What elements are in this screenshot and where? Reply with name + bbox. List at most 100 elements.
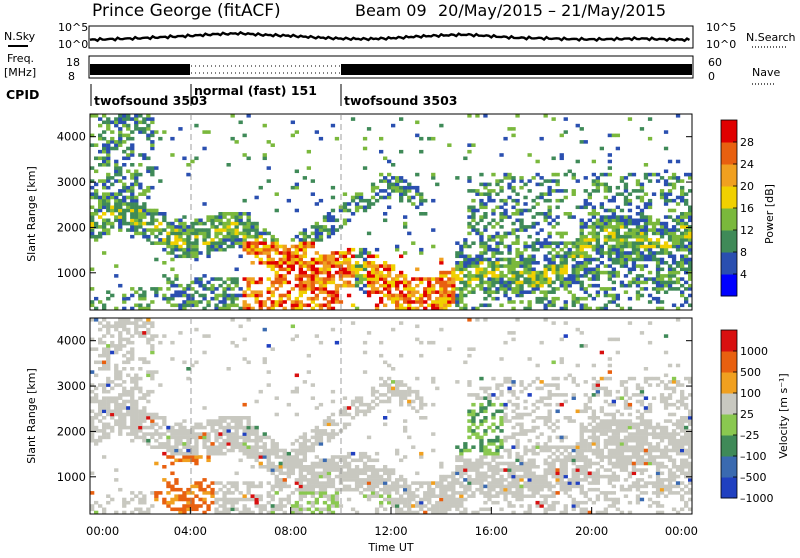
velocity-cell — [243, 445, 247, 449]
power-cell — [186, 284, 190, 288]
velocity-cell — [495, 485, 499, 489]
power-cell — [106, 117, 110, 121]
velocity-cell — [564, 504, 568, 508]
power-cell — [572, 245, 576, 249]
velocity-cell — [343, 426, 347, 430]
velocity-cell — [247, 439, 251, 443]
velocity-cell — [134, 413, 138, 417]
velocity-cell — [507, 449, 511, 453]
power-cell — [499, 153, 503, 157]
power-cell — [271, 258, 275, 262]
velocity-cell — [491, 455, 495, 459]
velocity-cell — [319, 432, 323, 436]
velocity-cell — [487, 387, 491, 391]
velocity-cell — [335, 504, 339, 508]
velocity-cell — [375, 475, 379, 479]
velocity-cell — [375, 478, 379, 482]
velocity-cell — [239, 419, 243, 423]
velocity-cell — [227, 481, 231, 485]
power-cell — [632, 261, 636, 265]
velocity-cell — [467, 481, 471, 485]
power-cell — [648, 255, 652, 259]
power-cell — [511, 287, 515, 291]
power-cell — [419, 150, 423, 154]
velocity-cell — [564, 488, 568, 492]
power-cell — [668, 245, 672, 249]
velocity-cell — [106, 410, 110, 414]
power-cell — [190, 300, 194, 304]
power-cell — [636, 258, 640, 262]
power-cell — [584, 245, 588, 249]
power-cell — [608, 173, 612, 177]
velocity-cell — [235, 419, 239, 423]
velocity-cell — [138, 436, 142, 440]
velocity-cell — [487, 468, 491, 472]
velocity-cell — [532, 449, 536, 453]
power-cell — [463, 238, 467, 242]
date-range: 20/May/2015 – 21/May/2015 — [438, 1, 666, 20]
power-cell — [182, 290, 186, 294]
velocity-cell — [479, 396, 483, 400]
power-cell — [519, 228, 523, 232]
velocity-cell — [158, 442, 162, 446]
power-cell — [271, 290, 275, 294]
power-cell — [491, 235, 495, 239]
power-cell — [367, 290, 371, 294]
power-cell — [503, 294, 507, 298]
velocity-cell — [367, 455, 371, 459]
power-cell — [243, 300, 247, 304]
velocity-cell — [138, 416, 142, 420]
power-cell — [194, 228, 198, 232]
power-cell — [295, 251, 299, 255]
power-cell — [287, 261, 291, 265]
power-cell — [283, 294, 287, 298]
velocity-cell — [552, 472, 556, 476]
power-cell — [664, 199, 668, 203]
power-cell — [672, 258, 676, 262]
velocity-cell — [291, 442, 295, 446]
power-cell — [122, 294, 126, 298]
power-cell — [255, 228, 259, 232]
velocity-cell — [279, 504, 283, 508]
power-cell — [676, 196, 680, 200]
power-cell — [499, 304, 503, 308]
velocity-cell — [560, 361, 564, 365]
velocity-cell — [387, 377, 391, 381]
velocity-cell — [146, 508, 150, 512]
velocity-cell — [166, 491, 170, 495]
velocity-cell — [206, 419, 210, 423]
power-cell — [604, 196, 608, 200]
power-cell — [616, 225, 620, 229]
velocity-cell — [251, 494, 255, 498]
power-cell — [588, 219, 592, 223]
velocity-cell — [499, 410, 503, 414]
power-cell — [483, 251, 487, 255]
power-cell — [375, 290, 379, 294]
velocity-cell — [295, 508, 299, 512]
power-cell — [174, 274, 178, 278]
velocity-cell — [218, 445, 222, 449]
power-cell — [503, 215, 507, 219]
power-cell — [214, 225, 218, 229]
power-cell — [263, 300, 267, 304]
velocity-cell — [503, 377, 507, 381]
velocity-cell — [206, 445, 210, 449]
power-cell — [194, 124, 198, 128]
power-cell — [122, 183, 126, 187]
velocity-cell — [536, 478, 540, 482]
power-cell — [371, 189, 375, 193]
power-cell — [347, 271, 351, 275]
power-cell — [584, 199, 588, 203]
power-cell — [94, 157, 98, 161]
velocity-cell — [387, 488, 391, 492]
velocity-cell — [186, 432, 190, 436]
velocity-cell — [279, 478, 283, 482]
velocity-cell — [319, 439, 323, 443]
velocity-cell — [150, 351, 154, 355]
velocity-cell — [267, 452, 271, 456]
velocity-cell — [463, 462, 467, 466]
power-cell — [624, 225, 628, 229]
power-cell — [383, 281, 387, 285]
power-cell — [231, 297, 235, 301]
velocity-cell — [110, 429, 114, 433]
